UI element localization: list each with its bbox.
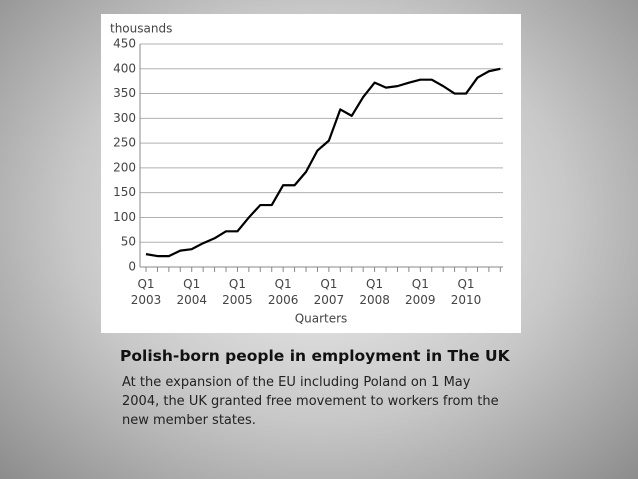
y-tick-label: 450 — [113, 37, 136, 51]
y-tick-label: 300 — [113, 111, 136, 125]
x-tick-label: Q1 2009 — [405, 277, 436, 307]
y-tick-label: 200 — [113, 160, 136, 174]
line — [145, 67, 501, 258]
y-tick-label: 350 — [113, 86, 136, 100]
chart-panel — [101, 14, 521, 333]
y-axis-title: thousands — [110, 22, 172, 36]
x-tick-label: Q1 2004 — [176, 277, 207, 307]
x-tick-label: Q1 2007 — [313, 277, 345, 307]
y-tick-label: 250 — [113, 136, 136, 150]
y-tick-label: 400 — [113, 61, 136, 75]
x-tick-label: Q1 2005 — [222, 277, 253, 307]
x-tick-label: Q1 2010 — [450, 277, 482, 307]
caption-title: Polish-born people in employment in The … — [120, 347, 510, 365]
x-axis-title: Quarters — [295, 312, 348, 326]
x-tick-label: Q1 2003 — [130, 277, 162, 307]
x-tick-label: Q1 2008 — [359, 277, 390, 307]
y-tick-label: 100 — [113, 210, 136, 224]
y-tick-label: 150 — [113, 185, 136, 199]
y-tick-label: 0 — [128, 260, 136, 274]
y-tick-label: 50 — [121, 235, 136, 249]
caption: At the expansion of the EU including Pol… — [122, 375, 499, 428]
x-tick-label: Q1 2006 — [267, 277, 299, 307]
